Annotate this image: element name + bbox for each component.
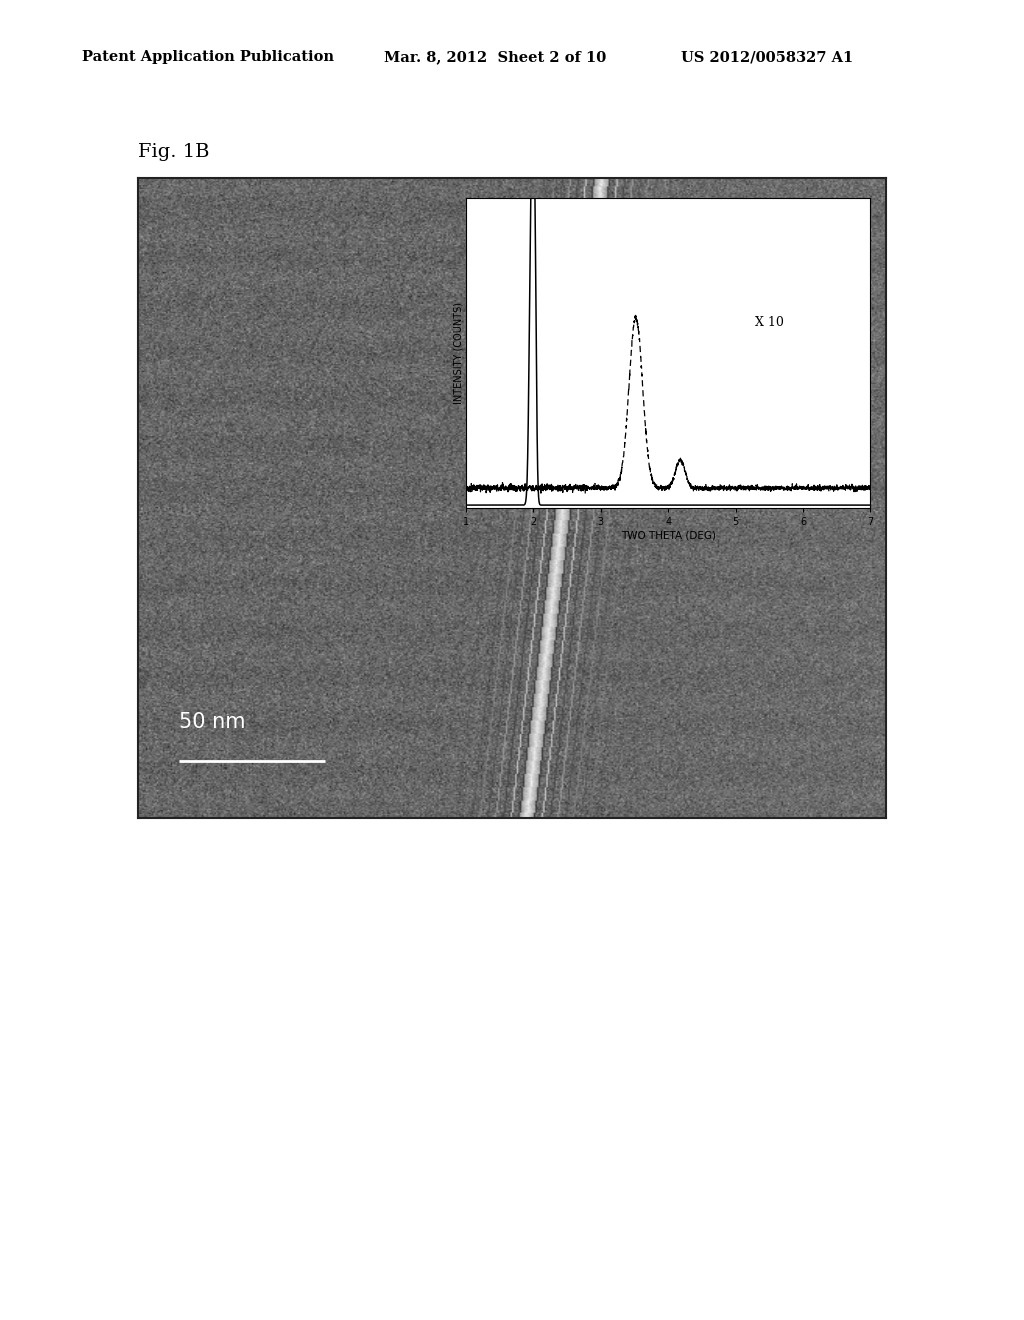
- Text: X 10: X 10: [755, 315, 783, 329]
- Y-axis label: INTENSITY (COUNTS): INTENSITY (COUNTS): [454, 302, 463, 404]
- X-axis label: TWO THETA (DEG): TWO THETA (DEG): [621, 531, 716, 540]
- Text: Patent Application Publication: Patent Application Publication: [82, 50, 334, 65]
- Text: Fig. 1B: Fig. 1B: [138, 143, 210, 161]
- Text: 50 nm: 50 nm: [179, 711, 246, 733]
- Text: US 2012/0058327 A1: US 2012/0058327 A1: [681, 50, 853, 65]
- Text: Mar. 8, 2012  Sheet 2 of 10: Mar. 8, 2012 Sheet 2 of 10: [384, 50, 606, 65]
